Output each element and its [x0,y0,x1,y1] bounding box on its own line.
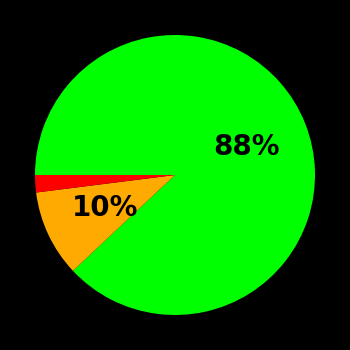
Wedge shape [35,35,315,315]
Text: 10%: 10% [72,194,139,222]
Wedge shape [35,175,175,192]
Wedge shape [36,175,175,271]
Text: 88%: 88% [214,133,280,161]
